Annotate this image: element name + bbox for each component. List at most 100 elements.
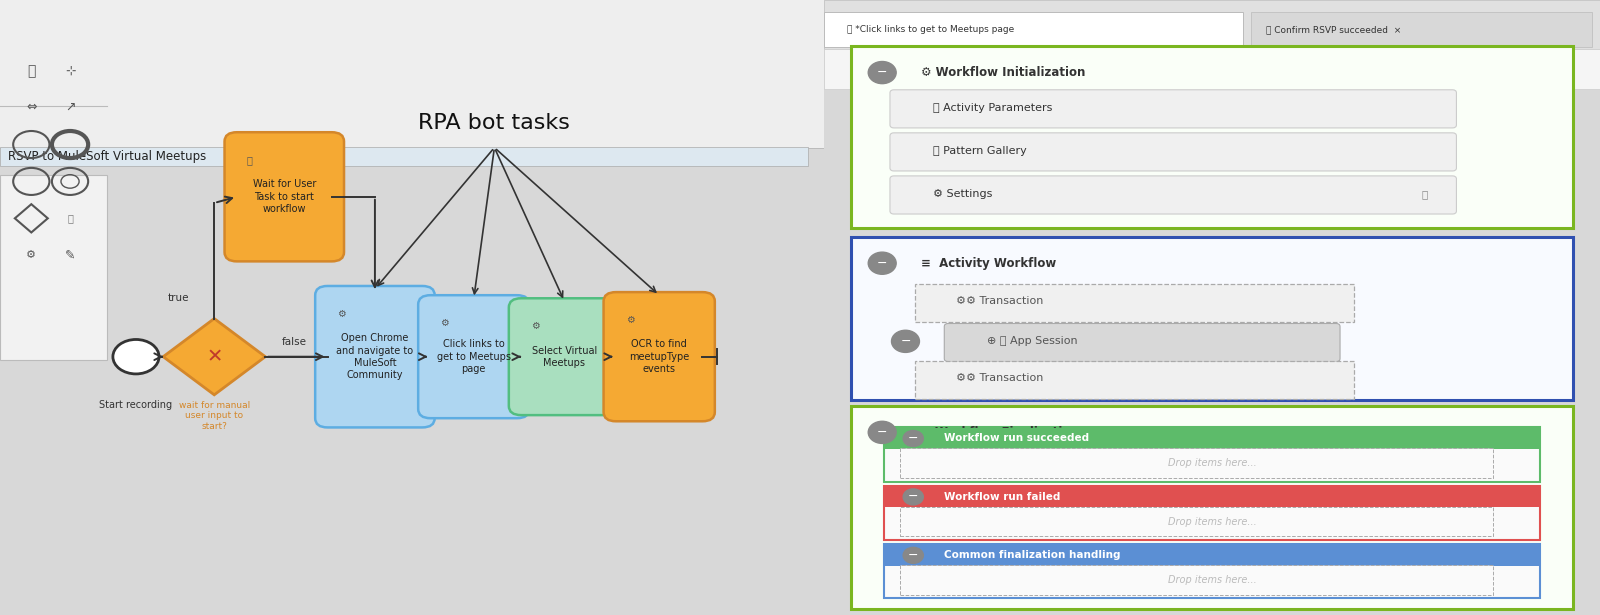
Text: 🖼 Pattern Gallery: 🖼 Pattern Gallery [933,146,1026,156]
FancyBboxPatch shape [0,175,107,360]
Text: ⎗: ⎗ [898,62,906,76]
Text: Start recording: Start recording [99,400,173,410]
Text: Workflow run failed: Workflow run failed [944,492,1061,502]
Text: −: − [901,335,910,348]
Text: ⚙: ⚙ [26,250,37,260]
FancyBboxPatch shape [915,284,1354,322]
FancyBboxPatch shape [851,237,1573,400]
Text: ⇔: ⇔ [26,101,37,114]
Text: Drop items here...: Drop items here... [1168,575,1256,585]
Text: 🔧 Activity Parameters: 🔧 Activity Parameters [933,103,1053,113]
Text: RSVP to MuleSoft Virtual Meetups: RSVP to MuleSoft Virtual Meetups [8,149,206,163]
Circle shape [869,421,896,443]
FancyBboxPatch shape [944,323,1341,362]
Text: ✕: ✕ [206,347,222,366]
Text: 📌: 📌 [1421,189,1427,199]
Text: −: − [907,490,918,504]
Text: Wait for User
Task to start
workflow: Wait for User Task to start workflow [253,180,315,214]
FancyBboxPatch shape [315,286,435,427]
Text: ⚙⚙ Transaction: ⚙⚙ Transaction [955,373,1043,383]
Text: ↩: ↩ [973,62,986,76]
Text: |: | [941,60,947,78]
FancyBboxPatch shape [824,12,1243,47]
Text: Common finalization handling: Common finalization handling [944,550,1120,560]
FancyBboxPatch shape [885,428,1539,449]
Text: ↑: ↑ [1098,62,1109,76]
Text: ✋: ✋ [27,64,35,77]
Text: OCR to find
meetupType
events: OCR to find meetupType events [629,339,690,374]
Text: ⊕ 🗐 App Session: ⊕ 🗐 App Session [987,336,1077,346]
FancyBboxPatch shape [824,0,1600,49]
Text: ✕: ✕ [1190,62,1202,76]
FancyBboxPatch shape [915,361,1354,399]
Text: 📄 *Click links to get to Meetups page: 📄 *Click links to get to Meetups page [848,25,1014,34]
Text: |: | [1066,60,1072,78]
FancyBboxPatch shape [224,132,344,261]
Circle shape [114,339,158,374]
FancyBboxPatch shape [901,448,1493,478]
Text: −: − [877,66,888,79]
Text: Drop items here...: Drop items here... [1168,517,1256,526]
FancyBboxPatch shape [883,427,1541,482]
FancyBboxPatch shape [851,46,1573,228]
FancyBboxPatch shape [883,486,1541,540]
FancyBboxPatch shape [824,49,1600,89]
Text: ↗: ↗ [64,101,75,114]
FancyBboxPatch shape [890,176,1456,214]
Circle shape [869,252,896,274]
Text: |: | [1330,60,1334,78]
Text: −: − [877,426,888,439]
FancyBboxPatch shape [901,507,1493,536]
Text: Workflow run succeeded: Workflow run succeeded [944,434,1090,443]
FancyBboxPatch shape [901,565,1493,595]
Text: −: − [907,432,918,445]
Text: ⚙⚙ Transaction: ⚙⚙ Transaction [955,296,1043,306]
Text: true: true [168,293,189,303]
Text: ✎: ✎ [1238,62,1248,76]
Text: ⊹: ⊹ [64,64,75,77]
Text: wait for manual
user input to
start?: wait for manual user input to start? [179,401,250,430]
Text: 👤: 👤 [246,155,253,165]
FancyBboxPatch shape [885,486,1539,507]
FancyBboxPatch shape [603,292,715,421]
FancyBboxPatch shape [851,406,1573,609]
Text: ⚙: ⚙ [531,321,539,331]
Text: −: − [877,256,888,270]
Text: ⊠ Workflow Finalization: ⊠ Workflow Finalization [922,426,1078,439]
Text: ⚙: ⚙ [338,309,346,319]
Circle shape [902,489,923,505]
Text: Click links to
get to Meetups
page: Click links to get to Meetups page [437,339,510,374]
Text: Open Chrome
and navigate to
MuleSoft
Community: Open Chrome and navigate to MuleSoft Com… [336,333,413,380]
FancyBboxPatch shape [1251,12,1592,47]
Text: RPA bot tasks: RPA bot tasks [419,113,570,133]
Text: false: false [282,338,307,347]
Text: Drop items here...: Drop items here... [1168,458,1256,468]
Circle shape [891,330,920,352]
Text: ↪: ↪ [1019,62,1032,76]
Text: ⚙: ⚙ [440,318,450,328]
FancyBboxPatch shape [509,298,621,415]
Text: ⚙ Workflow Initialization: ⚙ Workflow Initialization [922,66,1085,79]
FancyBboxPatch shape [890,133,1456,171]
Text: ⚙: ⚙ [626,315,635,325]
FancyBboxPatch shape [883,544,1541,598]
FancyBboxPatch shape [890,90,1456,128]
Polygon shape [163,319,266,395]
Text: ⎘: ⎘ [851,62,859,76]
FancyBboxPatch shape [418,295,530,418]
Text: Select Virtual
Meetups: Select Virtual Meetups [531,346,597,368]
Text: −: − [907,549,918,562]
Text: ✎: ✎ [64,248,75,262]
Text: 🔒: 🔒 [67,213,74,223]
Circle shape [902,430,923,446]
Text: 📄 Confirm RSVP succeeded  ×: 📄 Confirm RSVP succeeded × [1266,25,1402,34]
FancyBboxPatch shape [0,147,808,166]
Circle shape [902,547,923,563]
Text: ≡  Activity Workflow: ≡ Activity Workflow [922,256,1056,270]
Circle shape [869,62,896,84]
Text: ◇: ◇ [1362,62,1373,76]
FancyBboxPatch shape [0,0,824,148]
Text: ⬡: ⬡ [1285,62,1294,76]
FancyBboxPatch shape [885,545,1539,566]
Text: ↓: ↓ [1144,62,1155,76]
